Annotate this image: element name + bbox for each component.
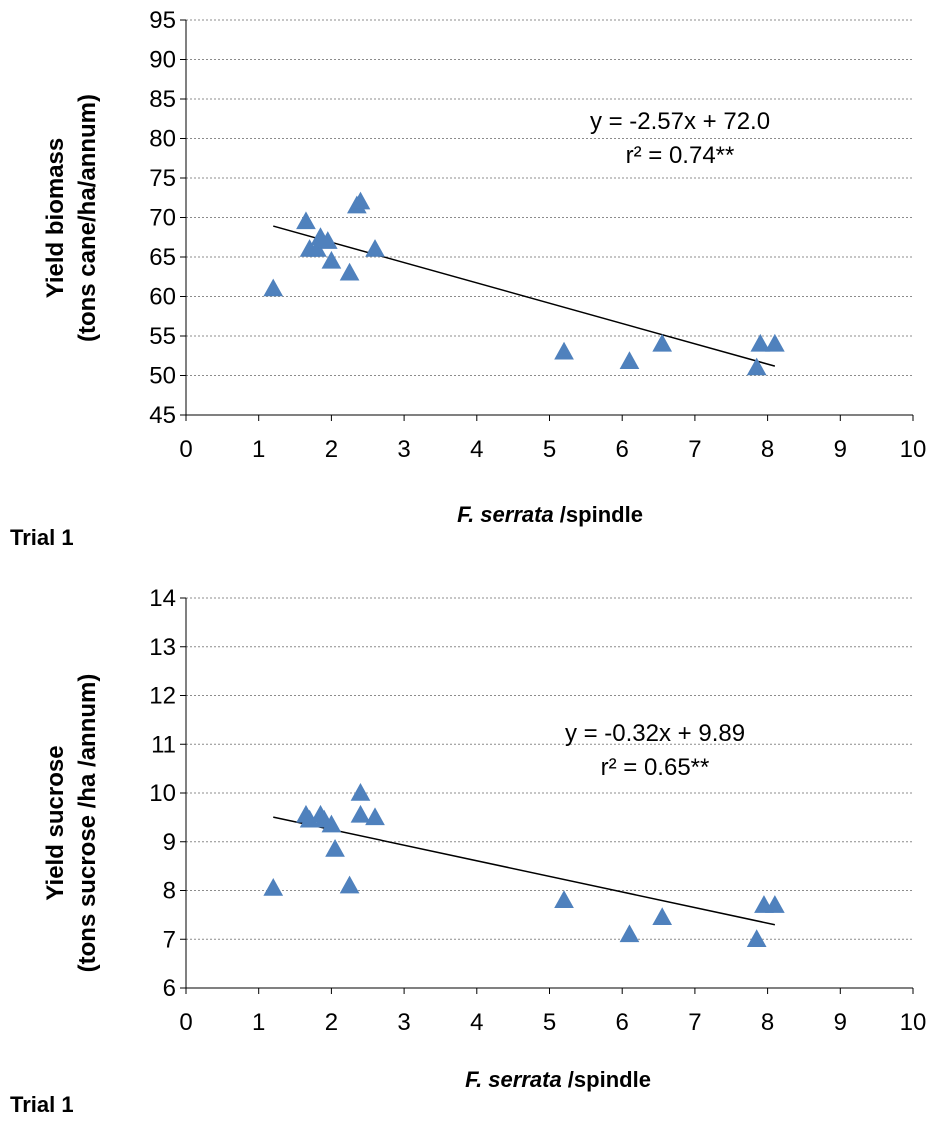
chart-biomass-point [746,357,767,376]
chart-sucrose-point [263,878,284,896]
chart-sucrose-x-ticks: 0 1 2 3 4 5 6 7 8 9 10 [179,988,926,1036]
chart-biomass-y-tick-label: 85 [149,86,176,113]
chart-sucrose-point [619,924,640,943]
chart-biomass-xlabel-unit: /spindle [554,502,643,527]
chart-sucrose-x-tick-label: 0 [179,1009,192,1036]
chart-biomass-y-tick-label: 75 [149,165,176,192]
chart-biomass-x-tick-label: 2 [325,436,338,463]
chart-biomass-point [263,278,284,297]
chart-sucrose-point [652,907,673,926]
chart-biomass-point [765,333,785,352]
chart-biomass-y-tick-label: 70 [149,205,176,232]
chart-sucrose-y-tick-label: 7 [163,926,176,953]
chart-biomass-x-tick-label: 8 [761,436,774,463]
chart-biomass-grid [186,19,913,376]
chart-biomass-point [350,191,371,210]
chart-biomass-x-tick-label: 3 [397,436,410,463]
chart-biomass-x-tick-label: 6 [616,436,629,463]
chart-sucrose-points [263,782,785,947]
chart-sucrose-y-tick-label: 10 [149,780,176,807]
chart-sucrose-x-tick-label: 7 [688,1009,701,1036]
chart-sucrose-y-tick-label: 12 [149,683,176,710]
chart-biomass-point [321,250,342,269]
chart-sucrose-y-tick-label: 8 [163,878,176,905]
chart-sucrose-equation: y = -0.32x + 9.89 [565,720,745,747]
chart-biomass-y-ticks: 45 50 55 60 65 70 75 80 85 90 95 [149,7,186,429]
chart-biomass-x-tick-label: 4 [470,436,483,463]
chart-sucrose-point [350,804,371,823]
chart-biomass-y-tick-label: 95 [149,7,176,34]
chart-sucrose-panel-label: Trial 1 [10,1092,74,1117]
chart-sucrose-y-tick-label: 11 [151,731,176,758]
chart-sucrose-r2: r² = 0.65** [601,754,710,781]
chart-sucrose-point [365,807,385,826]
chart-biomass-y-tick-label: 50 [149,363,176,390]
chart-biomass-y-tick-label: 90 [149,47,176,74]
chart-biomass-point [750,333,771,352]
chart-sucrose-x-tick-label: 2 [325,1009,338,1036]
chart-sucrose-x-tick-label: 8 [761,1009,774,1036]
chart-sucrose-ylabel-line1: Yield sucrose [42,745,69,900]
chart-sucrose-y-tick-label: 14 [149,585,176,612]
chart-sucrose-point [325,839,345,857]
chart-biomass-points [263,191,785,376]
chart-sucrose-y-ticks: 6 7 8 9 10 11 12 13 14 [149,585,186,1002]
chart-sucrose-point [554,890,574,908]
chart-biomass-equation: y = -2.57x + 72.0 [590,108,770,135]
chart-sucrose-point [350,782,371,801]
chart-biomass-y-tick-label: 55 [149,323,176,350]
chart-biomass-ylabel-line2: (tons cane/ha/annum) [74,94,101,342]
chart-biomass-trendline [273,225,776,367]
chart-sucrose-trendline [273,816,776,926]
chart-biomass-r2: r² = 0.74** [626,142,735,169]
chart-biomass-trendline-group [273,225,776,367]
chart-sucrose-x-tick-label: 4 [470,1009,483,1036]
chart-sucrose-x-tick-label: 5 [543,1009,556,1036]
chart-biomass-y-tick-label: 80 [149,126,176,153]
chart-biomass-y-tick-label: 45 [149,402,176,429]
chart-sucrose-x-tick-label: 10 [900,1009,927,1036]
chart-biomass-y-tick-label: 65 [149,244,176,271]
chart-sucrose-trendline-group [273,816,776,926]
chart-biomass-x-ticks: 0 1 2 3 4 5 6 7 8 9 10 [179,415,926,463]
chart-biomass-y-tick-label: 60 [149,284,176,311]
chart-biomass-ylabel-line1: Yield biomass [42,138,69,299]
chart-biomass-point [339,262,360,281]
chart-biomass-point [317,231,338,249]
chart-biomass-x-tick-label: 5 [543,436,556,463]
chart-sucrose-grid [186,597,913,940]
chart-biomass-x-tick-label: 7 [688,436,701,463]
chart-sucrose-ylabel-line2: (tons sucrose /ha /annum) [74,674,101,973]
chart-biomass-panel-label: Trial 1 [10,525,74,550]
chart-biomass-point [365,239,385,257]
chart-sucrose-y-tick-label: 13 [149,634,176,661]
chart-biomass-x-tick-label: 9 [834,436,847,463]
chart-biomass-point [652,333,673,352]
chart-sucrose-x-tick-label: 1 [252,1009,265,1036]
chart-sucrose-xlabel: F. serrata /spindle [465,1067,651,1092]
chart-sucrose-point [339,875,360,894]
chart-biomass-x-tick-label: 10 [900,436,927,463]
chart-biomass-xlabel-species: F. serrata [457,502,554,527]
chart-biomass-x-tick-label: 0 [179,436,192,463]
chart-sucrose-x-tick-label: 3 [397,1009,410,1036]
chart-sucrose-point [765,895,785,913]
chart-sucrose-xlabel-species: F. serrata [465,1067,562,1092]
chart-biomass-point [619,351,640,369]
chart-sucrose-point [746,929,767,947]
chart-sucrose-y-tick-label: 9 [163,829,176,856]
chart-sucrose-point [321,814,342,833]
chart-sucrose-xlabel-unit: /spindle [562,1067,651,1092]
chart-biomass-x-tick-label: 1 [252,436,265,463]
chart-biomass-xlabel: F. serrata /spindle [457,502,643,527]
chart-sucrose-x-tick-label: 6 [616,1009,629,1036]
chart-biomass-point [554,341,574,360]
chart-biomass-point [296,211,316,230]
chart-sucrose-y-tick-label: 6 [163,975,176,1002]
chart-sucrose-x-tick-label: 9 [834,1009,847,1036]
